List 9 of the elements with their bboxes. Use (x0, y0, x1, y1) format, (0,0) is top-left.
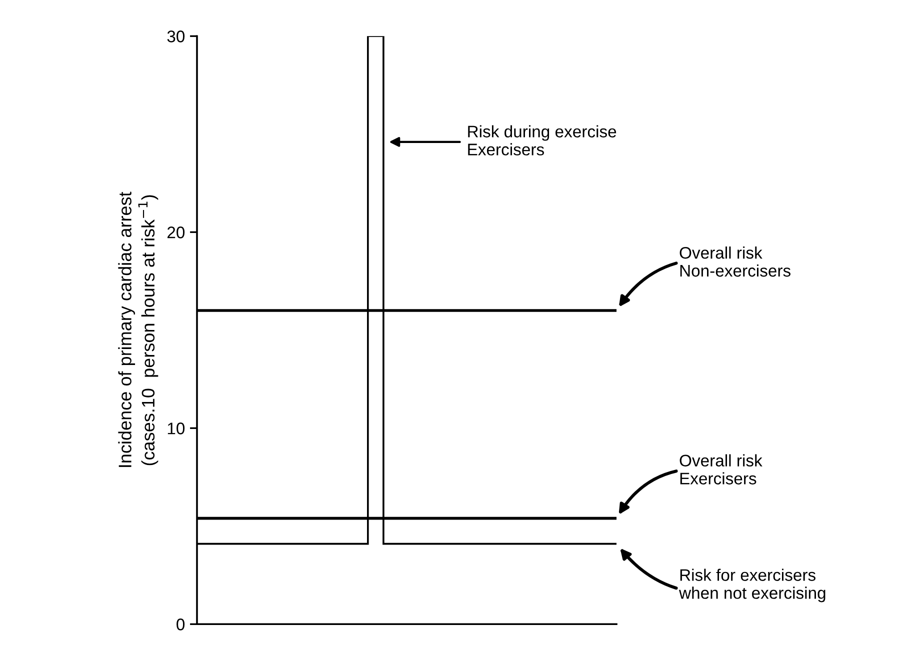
ref-line-label: Overall risk Exercisers (680, 454, 762, 484)
y-axis-title: Incidence of primary cardiac arrest (cases.10 person hours at risk$^{−1}$) (118, 192, 158, 467)
annotation: Risk during exercise Exercisers (468, 125, 616, 156)
y-tick-label: 10 (168, 422, 185, 434)
y-tick-label: 30 (167, 30, 185, 42)
y-tick-label: 20 (167, 226, 185, 238)
ref-line-label: Overall risk Non-exercisers (680, 246, 790, 277)
text: Risk for exercisers when not exercising (678, 568, 826, 602)
y-tick-label: 0 (176, 618, 185, 630)
